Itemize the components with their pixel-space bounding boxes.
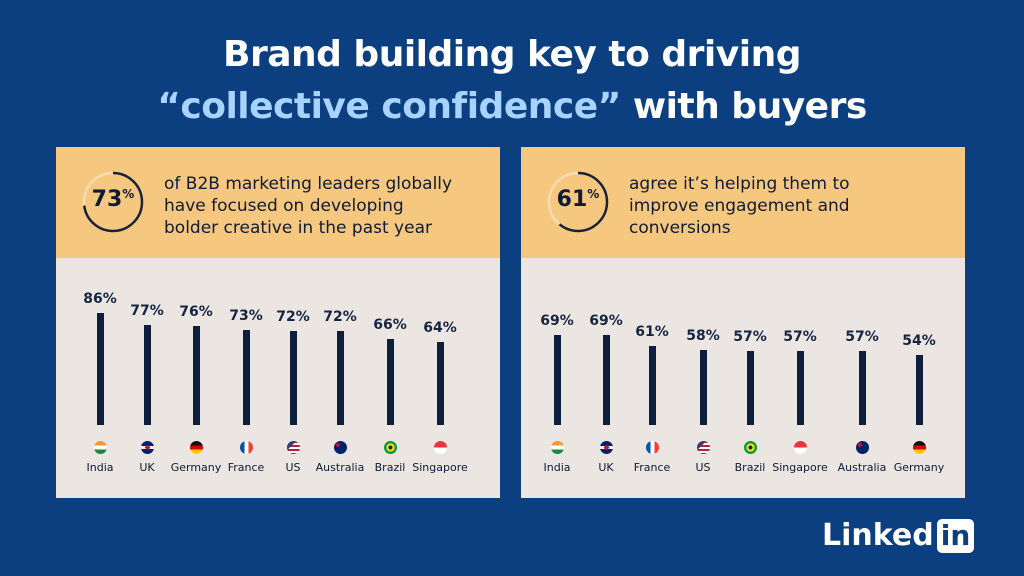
description-line: of B2B marketing leaders globally	[164, 174, 453, 194]
flag-us-icon	[696, 441, 710, 454]
category-label: France	[633, 461, 671, 474]
value-label: 72%	[323, 309, 357, 326]
category-label: US	[285, 461, 301, 474]
bar-india	[553, 335, 561, 425]
category-label: Singapore	[412, 461, 468, 474]
description-line: have focused on developing	[164, 196, 404, 216]
stat-percent: 73%	[91, 187, 135, 212]
value-label: 72%	[276, 309, 310, 326]
value-label: 66%	[373, 317, 407, 334]
bar-chart: 69% India 69% UK 61% France 58% US 57% B…	[521, 258, 965, 498]
description-line: agree it’s helping them to	[629, 174, 850, 194]
category-label: India	[86, 461, 114, 474]
flag-uk-icon	[140, 441, 154, 454]
bar-brazil	[746, 350, 754, 425]
value-label: 57%	[733, 328, 767, 345]
value-label: 61%	[635, 323, 669, 340]
bar-australia	[336, 331, 344, 425]
bar-germany	[915, 354, 923, 425]
bar-brazil	[386, 339, 394, 425]
category-label: Germany	[170, 461, 222, 474]
flag-australia-icon	[855, 441, 869, 454]
stat-ring	[82, 171, 144, 233]
flag-germany-icon	[189, 441, 203, 454]
bar-uk	[143, 324, 151, 425]
category-label: Australia	[837, 461, 887, 474]
bar-us	[699, 349, 707, 425]
value-label: 69%	[540, 313, 574, 330]
category-label: Brazil	[374, 461, 406, 474]
bar-france	[242, 330, 250, 425]
value-label: 54%	[902, 332, 936, 349]
value-label: 58%	[686, 327, 720, 344]
category-label: Australia	[315, 461, 365, 474]
logo-text: Linked	[822, 518, 934, 553]
category-label: India	[543, 461, 571, 474]
category-label: Brazil	[734, 461, 766, 474]
value-label: 76%	[179, 304, 213, 321]
flag-singapore-icon	[433, 441, 447, 454]
bar-us	[289, 331, 297, 425]
flag-france-icon	[239, 441, 253, 454]
flag-france-icon	[645, 441, 659, 454]
value-label: 57%	[845, 328, 879, 345]
header-band: 61% agree it’s helping them to improve en…	[521, 147, 965, 258]
flag-india-icon	[93, 441, 107, 454]
flag-germany-icon	[912, 441, 926, 454]
flag-singapore-icon	[793, 441, 807, 454]
value-label: 64%	[423, 319, 457, 336]
linkedin-logo: Linked in	[822, 518, 975, 553]
category-label: Germany	[893, 461, 945, 474]
title-line-2: “collective confidence” with buyers	[0, 86, 1024, 127]
title-highlight: “collective confidence”	[157, 86, 621, 127]
category-label: France	[227, 461, 265, 474]
bar-singapore	[436, 341, 444, 425]
title-line-1: Brand building key to driving	[223, 34, 801, 75]
flag-australia-icon	[333, 441, 347, 454]
bar-france	[648, 345, 656, 425]
panel-bolder-creative: 73% of B2B marketing leaders globally hav…	[56, 147, 500, 498]
bar-singapore	[796, 350, 804, 425]
flag-us-icon	[286, 441, 300, 454]
flag-india-icon	[550, 441, 564, 454]
category-label: US	[695, 461, 711, 474]
bar-chart: 86% India 77% UK 76% Germany 73% France …	[56, 258, 500, 498]
flag-brazil-icon	[743, 441, 757, 454]
stat-description: of B2B marketing leaders globally have fo…	[164, 173, 494, 239]
flag-brazil-icon	[383, 441, 397, 454]
stat-ring	[547, 171, 609, 233]
value-label: 57%	[783, 328, 817, 345]
description-line: improve engagement and	[629, 196, 850, 216]
header-band: 73% of B2B marketing leaders globally hav…	[56, 147, 500, 258]
value-label: 69%	[589, 313, 623, 330]
value-label: 86%	[83, 291, 117, 308]
logo-in-box: in	[936, 518, 975, 553]
category-label: UK	[598, 461, 614, 474]
category-label: UK	[139, 461, 155, 474]
bar-germany	[192, 326, 200, 425]
value-label: 77%	[130, 302, 164, 319]
category-label: Singapore	[772, 461, 828, 474]
stat-percent: 61%	[556, 187, 600, 212]
bar-australia	[858, 350, 866, 425]
flag-uk-icon	[599, 441, 613, 454]
stat-description: agree it’s helping them to improve engage…	[629, 173, 959, 239]
bar-india	[96, 313, 104, 425]
title-rest: with buyers	[620, 86, 867, 127]
description-line: bolder creative in the past year	[164, 218, 432, 238]
panel-engagement: 61% agree it’s helping them to improve en…	[521, 147, 965, 498]
value-label: 73%	[229, 308, 263, 325]
bar-uk	[602, 335, 610, 425]
description-line: conversions	[629, 218, 731, 238]
